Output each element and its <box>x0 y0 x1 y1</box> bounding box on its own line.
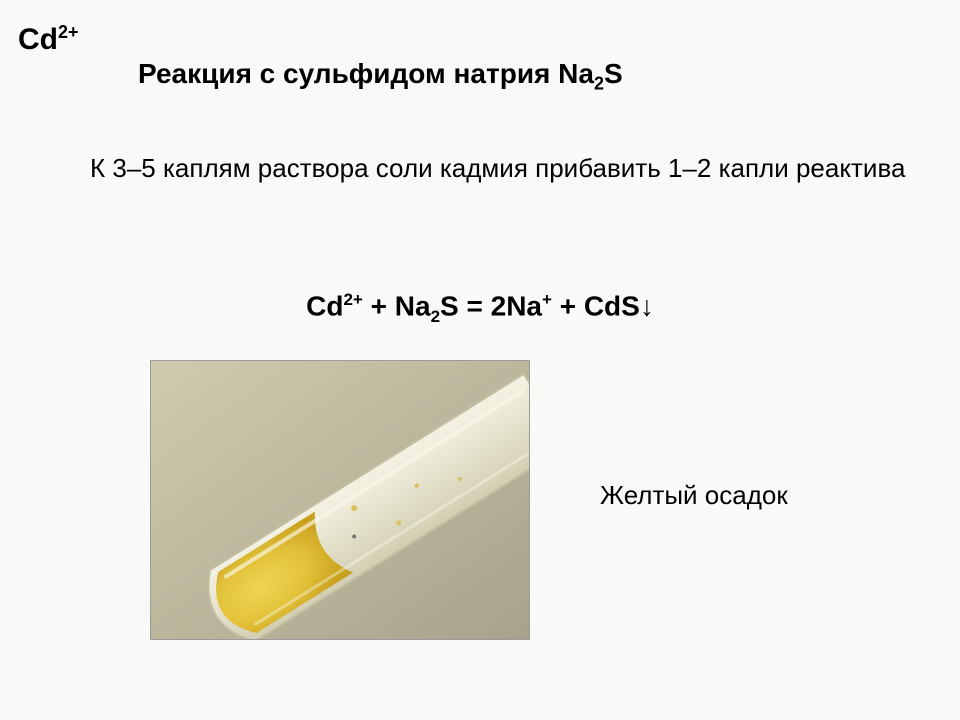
equation-text: + Na <box>363 290 431 321</box>
equation-text: + CdS↓ <box>552 290 654 321</box>
heading-sub: 2 <box>594 74 604 94</box>
heading-prefix: Реакция с сульфидом натрия Na <box>138 58 594 89</box>
equation-sup: + <box>542 290 552 309</box>
precipitate-caption: Желтый осадок <box>600 480 788 511</box>
ion-base: Cd <box>18 23 58 56</box>
equation-sub: 2 <box>431 307 440 326</box>
heading-suffix: S <box>604 58 623 89</box>
ion-charge: 2+ <box>58 22 79 42</box>
ion-label: Cd2+ <box>18 22 79 57</box>
equation-text: Cd <box>306 290 343 321</box>
procedure-text: К 3–5 каплям раствора соли кадмия прибав… <box>30 150 930 188</box>
reaction-heading: Реакция с сульфидом натрия Na2S <box>138 58 623 95</box>
reaction-equation: Cd2+ + Na2S = 2Na+ + CdS↓ <box>0 290 960 327</box>
test-tube-svg <box>150 360 530 640</box>
equation-text: S = 2Na <box>440 290 542 321</box>
test-tube-photo <box>150 360 530 640</box>
equation-sup: 2+ <box>343 290 362 309</box>
